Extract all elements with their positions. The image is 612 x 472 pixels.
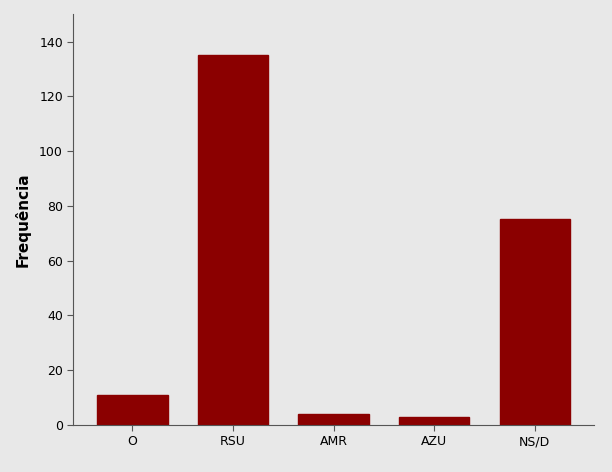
Y-axis label: Frequência: Frequência: [15, 172, 31, 267]
Bar: [97, 395, 168, 425]
Bar: [399, 417, 469, 425]
Bar: [298, 414, 369, 425]
Bar: [499, 219, 570, 425]
Bar: [198, 55, 268, 425]
